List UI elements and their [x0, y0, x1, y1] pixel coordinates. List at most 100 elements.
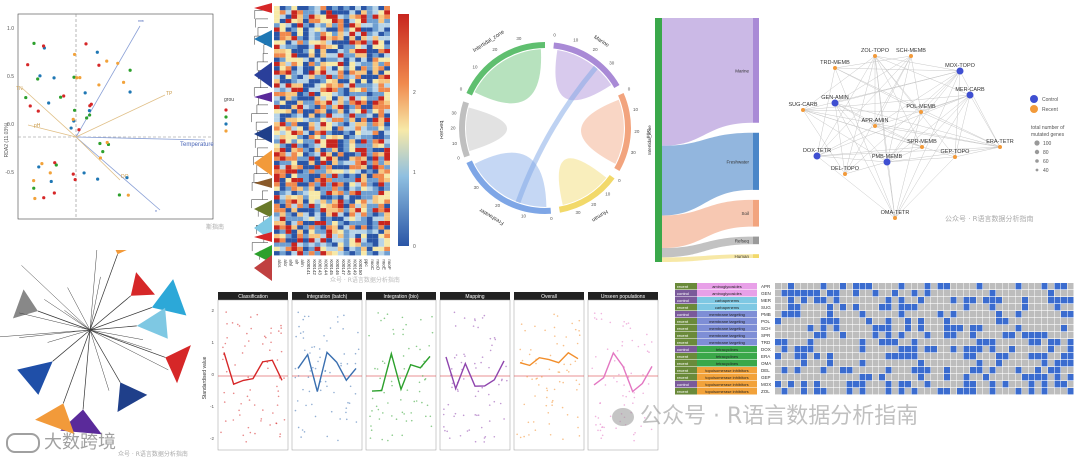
heatmap-cell [332, 182, 338, 187]
onco-cell [1028, 318, 1035, 325]
facet-point [566, 369, 568, 372]
rda-point [97, 63, 101, 67]
onco-cell [931, 290, 937, 297]
heatmap-cell [297, 57, 303, 62]
network-edge [894, 94, 971, 219]
heatmap-cell [308, 126, 315, 131]
facet-strip [366, 292, 436, 300]
heatmap-cell [384, 178, 390, 183]
heatmap-cell [355, 135, 361, 140]
heatmap-cell [285, 117, 292, 123]
facet-point [556, 315, 559, 317]
onco-cell [872, 332, 879, 339]
onco-cell [976, 332, 983, 339]
heatmap-cell [279, 178, 286, 183]
rda-point [95, 50, 99, 54]
onco-cell [937, 283, 944, 290]
heatmap-cell [314, 212, 321, 217]
heatmap-cell [349, 113, 356, 118]
onco-cell [1048, 290, 1054, 297]
facet-point [392, 333, 395, 335]
heatmap-cell [279, 126, 286, 131]
heatmap-cell [274, 143, 280, 148]
rda-legend-title: grou [224, 97, 234, 103]
heatmap-cell [372, 212, 379, 217]
heatmap-cell [332, 165, 338, 170]
onco-cell [963, 346, 970, 353]
heatmap-cell [355, 96, 361, 101]
rda-point [83, 91, 87, 95]
heatmap-cell [297, 96, 303, 101]
onco-cell [846, 346, 853, 353]
heatmap-cell [274, 221, 280, 226]
onco-cell [833, 339, 840, 346]
heatmap-cell [332, 104, 338, 110]
facet-point [545, 404, 548, 407]
network-edge [954, 70, 961, 158]
heatmap-cell [337, 92, 344, 97]
onco-cell [853, 367, 859, 374]
onco-cell [866, 346, 872, 353]
onco-cell [866, 360, 872, 367]
onco-cell [840, 332, 846, 339]
sankey-flow-1 [662, 132, 753, 216]
onco-cell [944, 283, 950, 290]
facet-point [594, 415, 597, 418]
tree-clade [136, 307, 168, 339]
heatmap-cell [291, 117, 298, 123]
heatmap-cell [332, 160, 338, 166]
heatmap-cell [297, 61, 303, 67]
heatmap-cell [355, 229, 361, 234]
onco-cell [879, 388, 885, 395]
onco-cell [879, 374, 885, 381]
facet-point [410, 419, 413, 422]
onco-cell [905, 297, 911, 304]
heatmap-cell [332, 92, 338, 97]
heatmap-cell [274, 152, 280, 157]
heatmap-cell [279, 117, 286, 123]
heatmap-cell [384, 203, 390, 209]
facet-point [448, 437, 451, 439]
onco-group-cell [675, 283, 697, 290]
heatmap-clade-triangle [254, 92, 272, 102]
facet-point [269, 424, 271, 426]
facet-point [307, 315, 310, 318]
onco-cell [905, 388, 911, 395]
facet-ylabel: Standardised value [202, 356, 208, 399]
heatmap-cell [279, 238, 286, 243]
onco-cell [781, 388, 788, 395]
heatmap-cell [337, 238, 344, 243]
onco-cell [781, 374, 788, 381]
heatmap-cell [326, 212, 332, 217]
heatmap-cell [303, 173, 309, 178]
onco-cell [931, 374, 937, 381]
onco-cell [892, 353, 898, 360]
onco-cell [885, 283, 892, 290]
heatmap-cell [384, 113, 390, 118]
heatmap-cell [279, 186, 286, 191]
onco-cell [814, 332, 820, 339]
heatmap-cell [308, 40, 315, 45]
network-edge [920, 111, 1001, 148]
heatmap-cell [297, 156, 303, 161]
heatmap-cell [279, 14, 286, 19]
heatmap-cell [366, 87, 373, 92]
rda-point [72, 75, 76, 79]
facet-point [640, 425, 642, 427]
facet-point [453, 415, 455, 418]
onco-cell [1015, 297, 1022, 304]
rda-point [32, 179, 36, 183]
heatmap-cell [285, 199, 292, 204]
heatmap-cell [320, 130, 327, 135]
heatmap-cell [378, 216, 385, 221]
onco-cell [1054, 346, 1061, 353]
onco-cell [892, 374, 898, 381]
heatmap-cell [349, 238, 356, 243]
network-edge [802, 109, 846, 175]
onco-cell [859, 353, 866, 360]
onco-cell [996, 360, 1002, 367]
onco-cell [957, 381, 963, 388]
heatmap-cell [285, 44, 292, 49]
heatmap-cell [314, 122, 321, 127]
onco-cell [1035, 381, 1041, 388]
